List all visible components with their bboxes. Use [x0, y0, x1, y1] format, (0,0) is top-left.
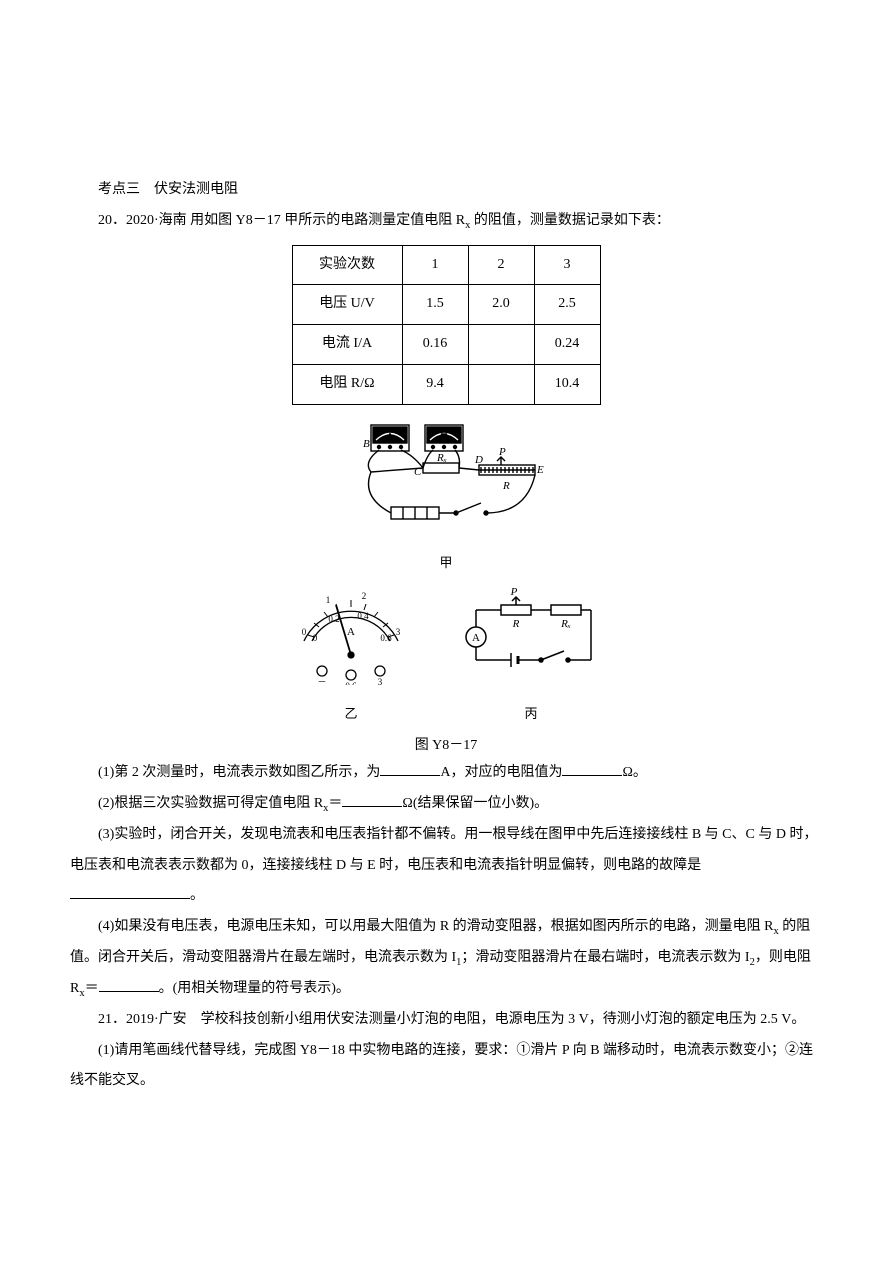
table-cell	[468, 325, 534, 365]
q20-p1-post: Ω。	[622, 765, 646, 780]
q20-p3: (3)实验时，闭合开关，发现电流表和电压表指针都不偏转。用一根导线在图甲中先后连…	[70, 820, 822, 882]
q20-p2-mid: ＝	[328, 796, 342, 811]
svg-text:0.6: 0.6	[380, 633, 392, 643]
blank	[99, 980, 159, 992]
table-row: 实验次数 1 2 3	[292, 245, 600, 285]
svg-text:A: A	[347, 626, 355, 638]
table-cell	[468, 365, 534, 405]
circuit-bing-icon: A P R Rₓ	[456, 585, 606, 685]
svg-text:D: D	[474, 454, 483, 466]
table-cell: 2	[468, 245, 534, 285]
svg-text:P: P	[510, 586, 518, 598]
svg-text:R: R	[502, 480, 510, 492]
blank	[562, 764, 622, 776]
q20-stem-post: 的阻值，测量数据记录如下表：	[470, 213, 670, 228]
q20-p3-text: (3)实验时，闭合开关，发现电流表和电压表指针都不偏转。用一根导线在图甲中先后连…	[70, 827, 817, 873]
svg-text:V: V	[441, 433, 446, 441]
section-title: 考点三 伏安法测电阻	[70, 175, 822, 206]
svg-text:Rₓ: Rₓ	[436, 452, 447, 464]
svg-text:A: A	[387, 433, 392, 441]
table-cell: 9.4	[402, 365, 468, 405]
table-row: 电流 I/A 0.16 0.24	[292, 325, 600, 365]
q20-stem: 20．2020·海南 用如图 Y8－17 甲所示的电路测量定值电阻 Rx 的阻值…	[70, 206, 822, 237]
table-row-label: 实验次数	[292, 245, 402, 285]
svg-text:P: P	[498, 446, 506, 458]
figure-yi: 0 1 2 3 0 0.2 0.4 0.6 A － 0.6 3 乙	[286, 585, 416, 728]
table-cell: 2.5	[534, 285, 600, 325]
figure-jia: A V	[70, 417, 822, 578]
figure-bing: A P R Rₓ 丙	[456, 585, 606, 728]
circuit-jia-icon: A V	[331, 417, 561, 547]
q20-p4a-pre: (4)如果没有电压表，电源电压未知，可以用最大阻值为 R 的滑动变阻器，根据如图…	[98, 919, 774, 934]
svg-text:C: C	[414, 466, 422, 478]
q20-p2-pre: (2)根据三次实验数据可得定值电阻 R	[98, 796, 323, 811]
table-row-label: 电压 U/V	[292, 285, 402, 325]
blank	[70, 887, 190, 899]
svg-text:E: E	[536, 464, 544, 476]
svg-text:2: 2	[362, 591, 367, 601]
q20-p1-mid: A，对应的电阻值为	[440, 765, 562, 780]
q21-stem: 21．2019·广安 学校科技创新小组用伏安法测量小灯泡的电阻，电源电压为 3 …	[70, 1005, 822, 1036]
table-cell: 3	[534, 245, 600, 285]
figure-jia-label: 甲	[70, 549, 822, 578]
q20-p1: (1)第 2 次测量时，电流表示数如图乙所示，为 A，对应的电阻值为 Ω。	[70, 758, 822, 789]
svg-text:0.4: 0.4	[357, 611, 369, 621]
table-row-label: 电流 I/A	[292, 325, 402, 365]
ammeter-icon: 0 1 2 3 0 0.2 0.4 0.6 A － 0.6 3	[286, 585, 416, 685]
table-cell: 10.4	[534, 365, 600, 405]
table-row-label: 电阻 R/Ω	[292, 365, 402, 405]
q20-p2-post: Ω(结果保留一位小数)。	[402, 796, 548, 811]
blank	[342, 795, 402, 807]
svg-text:B: B	[363, 438, 370, 450]
figure-caption: 图 Y8－17	[70, 733, 822, 758]
table-cell: 0.24	[534, 325, 600, 365]
table-row: 电阻 R/Ω 9.4 10.4	[292, 365, 600, 405]
data-table: 实验次数 1 2 3 电压 U/V 1.5 2.0 2.5 电流 I/A 0.1…	[292, 245, 601, 405]
svg-text:Rₓ: Rₓ	[560, 618, 571, 630]
table-cell: 1	[402, 245, 468, 285]
svg-text:3: 3	[396, 627, 401, 637]
q20-p4b-mid: ＝	[85, 981, 99, 996]
svg-text:A: A	[472, 632, 480, 644]
svg-text:3: 3	[378, 677, 383, 685]
q20-p4: (4)如果没有电压表，电源电压未知，可以用最大阻值为 R 的滑动变阻器，根据如图…	[70, 912, 822, 1005]
table-cell: 1.5	[402, 285, 468, 325]
svg-text:－: －	[317, 677, 326, 685]
table-row: 电压 U/V 1.5 2.0 2.5	[292, 285, 600, 325]
q20-p4b-post: 。(用相关物理量的符号表示)。	[159, 981, 350, 996]
figure-row: 0 1 2 3 0 0.2 0.4 0.6 A － 0.6 3 乙	[70, 585, 822, 728]
svg-text:0: 0	[313, 633, 318, 643]
svg-text:0: 0	[302, 627, 307, 637]
q21-p1: (1)请用笔画线代替导线，完成图 Y8－18 中实物电路的连接，要求：①滑片 P…	[70, 1036, 822, 1098]
svg-text:0.2: 0.2	[328, 614, 339, 624]
table-cell: 0.16	[402, 325, 468, 365]
q20-p4a-post1: ；滑动变阻器滑片在最右端时，电流表示数为 I	[461, 950, 749, 965]
q20-p3-post: 。	[190, 888, 204, 903]
svg-text:R: R	[512, 618, 520, 630]
figure-bing-label: 丙	[456, 700, 606, 729]
figure-yi-label: 乙	[286, 700, 416, 729]
q20-p1-pre: (1)第 2 次测量时，电流表示数如图乙所示，为	[98, 765, 380, 780]
q20-p2: (2)根据三次实验数据可得定值电阻 Rx＝Ω(结果保留一位小数)。	[70, 789, 822, 820]
svg-text:0.6: 0.6	[345, 681, 357, 685]
svg-text:1: 1	[326, 595, 331, 605]
q20-p3-cont: 。	[70, 881, 822, 912]
q20-stem-pre: 20．2020·海南 用如图 Y8－17 甲所示的电路测量定值电阻 R	[98, 213, 465, 228]
table-cell: 2.0	[468, 285, 534, 325]
blank	[380, 764, 440, 776]
